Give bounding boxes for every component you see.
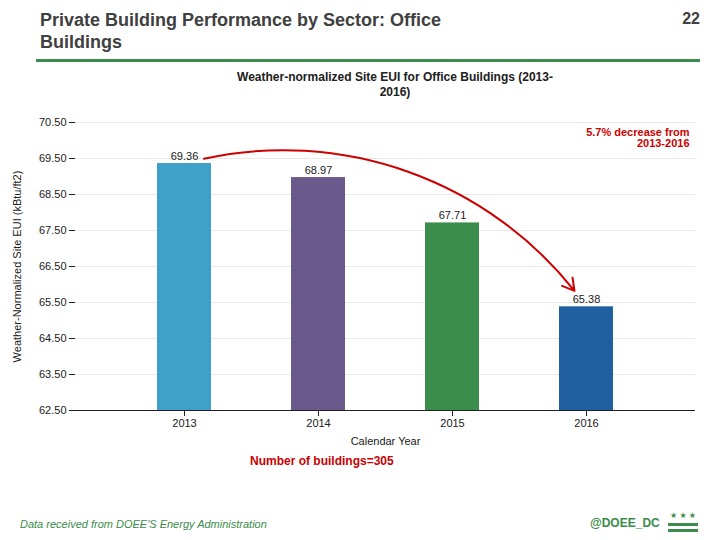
html-text:Weather-normalized Site EUI fo: Weather-normalized Site EUI for Office B… [237, 70, 553, 100]
svg-text:66.50: 66.50 [39, 260, 67, 272]
svg-text:68.97: 68.97 [305, 164, 333, 176]
html-text:Number of buildings=305: Number of buildings=305 [250, 454, 394, 469]
svg-text:2016: 2016 [574, 417, 598, 429]
svg-text:67.71: 67.71 [439, 210, 467, 222]
html-text:Data received from DOEE'S Ener: Data received from DOEE'S Energy Adminis… [20, 518, 267, 530]
svg-text:68.50: 68.50 [39, 188, 67, 200]
svg-text:Calendar Year: Calendar Year [351, 435, 421, 447]
svg-text:64.50: 64.50 [39, 332, 67, 344]
svg-text:69.50: 69.50 [39, 152, 67, 164]
svg-text:69.36: 69.36 [171, 150, 199, 162]
svg-text:67.50: 67.50 [39, 224, 67, 236]
svg-text:70.50: 70.50 [39, 116, 67, 128]
svg-text:5.7% decrease from2013-2016: 5.7% decrease from2013-2016 [586, 126, 690, 149]
svg-text:65.38: 65.38 [573, 294, 601, 306]
svg-text:Weather-Normalized Site EUI (k: Weather-Normalized Site EUI (kBtu/ft2) [11, 171, 23, 363]
html-text:@DOEE_DC: @DOEE_DC [590, 516, 660, 530]
svg-text:63.50: 63.50 [39, 368, 67, 380]
svg-text:65.50: 65.50 [39, 296, 67, 308]
svg-text:2015: 2015 [440, 417, 464, 429]
svg-text:62.50: 62.50 [39, 404, 67, 416]
html-text:Private Building Performance b: Private Building Performance by Sector: … [40, 10, 442, 52]
svg-text:2014: 2014 [306, 417, 330, 429]
html-text:22: 22 [682, 10, 700, 27]
svg-text:2013: 2013 [172, 417, 196, 429]
